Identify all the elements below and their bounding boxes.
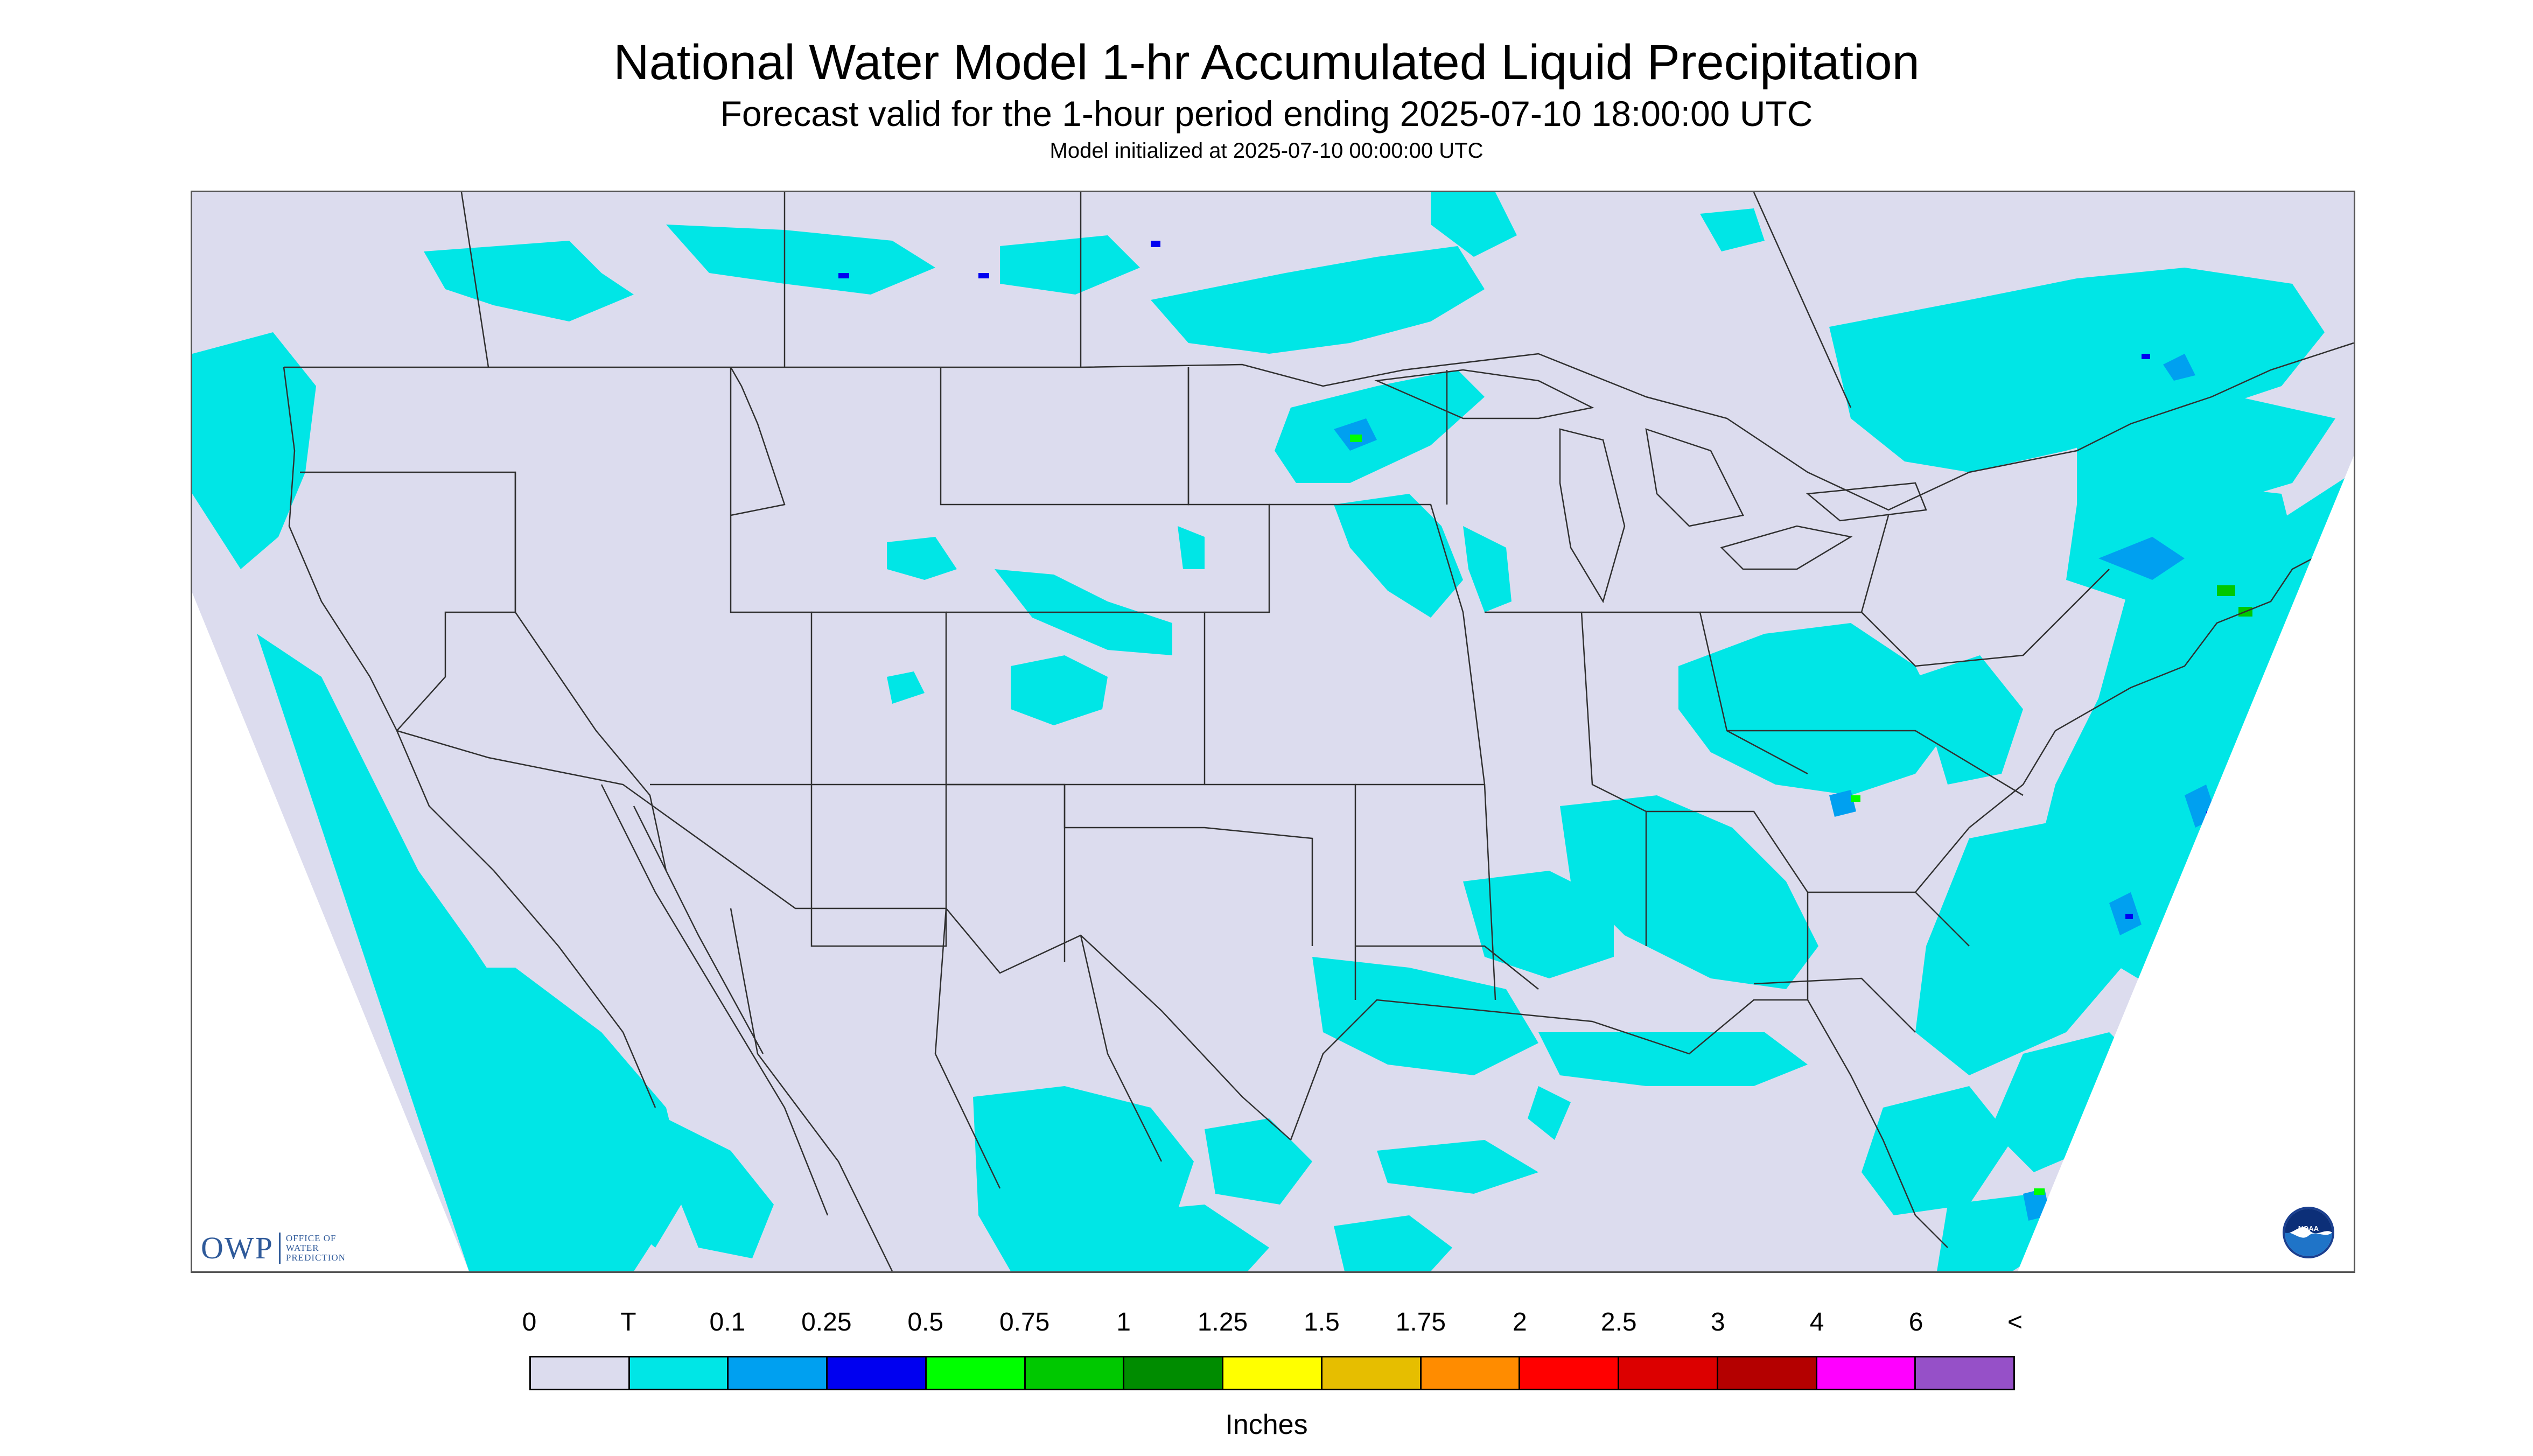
right-outside-mask: [2018, 456, 2354, 1271]
legend-swatch: [1916, 1357, 2014, 1389]
legend-label: 0.75: [999, 1308, 1050, 1336]
owp-logo-line: WATER: [285, 1243, 319, 1254]
legend-swatch: [828, 1357, 927, 1389]
legend-swatch: [729, 1357, 828, 1389]
legend-labels: 0 T 0.1 0.25 0.5 0.75 1 1.25 1.5 1.75 2 2.5 3 4 6 <: [0, 1310, 2533, 1342]
owp-logo-text: OFFICE OF WATER PREDICTION: [286, 1234, 346, 1263]
forecast-valid-subtitle: Forecast valid for the 1-hour period end…: [720, 94, 1813, 134]
legend-label: 6: [1908, 1308, 1923, 1336]
political-boundaries: [283, 192, 2354, 1271]
legend-swatch: [1520, 1357, 1620, 1389]
precipitation-map[interactable]: OWP OFFICE OF WATER PREDICTION NOAA: [191, 191, 2355, 1273]
legend-label: 1.75: [1395, 1308, 1446, 1336]
legend-colorbar: [529, 1356, 2015, 1390]
owp-logo: OWP OFFICE OF WATER PREDICTION: [201, 1233, 346, 1264]
legend-label: 1.25: [1197, 1308, 1248, 1336]
model-init-text: Model initialized at 2025-07-10 00:00:00…: [1049, 139, 1484, 163]
legend-label: T: [620, 1308, 636, 1336]
precip-trace-areas: [192, 192, 2354, 1271]
map-domain: [192, 192, 2354, 1271]
legend-swatch: [1817, 1357, 1916, 1389]
owp-logo-line: OFFICE OF: [285, 1233, 337, 1244]
legend-swatch: [1223, 1357, 1323, 1389]
legend-swatch: [926, 1357, 1026, 1389]
map-svg: [192, 192, 2354, 1271]
chart-title: National Water Model 1-hr Accumulated Li…: [613, 35, 1920, 90]
legend-label: <: [2007, 1308, 2023, 1336]
legend-swatch: [1718, 1357, 1817, 1389]
legend-label: 0.25: [801, 1308, 852, 1336]
owp-logo-mark: OWP: [201, 1230, 274, 1265]
noaa-logo: NOAA: [2283, 1207, 2334, 1258]
legend-label: 0.5: [907, 1308, 944, 1336]
legend-label: 4: [1809, 1308, 1824, 1336]
left-outside-mask: [192, 593, 469, 1271]
legend-swatch: [629, 1357, 729, 1389]
legend-label: 3: [1710, 1308, 1725, 1336]
legend-label: 0: [522, 1308, 537, 1336]
noaa-logo-text: NOAA: [2298, 1224, 2319, 1233]
owp-logo-divider: [278, 1233, 281, 1264]
legend-swatch: [1421, 1357, 1521, 1389]
legend-label: 1.5: [1304, 1308, 1340, 1336]
legend-label: 2: [1512, 1308, 1527, 1336]
legend-swatch: [1619, 1357, 1718, 1389]
legend-swatch: [531, 1357, 630, 1389]
legend-swatch: [1322, 1357, 1422, 1389]
legend-units: Inches: [1225, 1409, 1308, 1440]
legend-label: 0.1: [709, 1308, 746, 1336]
legend-swatch: [1124, 1357, 1224, 1389]
precip-heavy-cells: [838, 241, 2252, 1195]
owp-logo-line: PREDICTION: [285, 1252, 346, 1263]
legend-swatch: [1025, 1357, 1125, 1389]
legend-label: 1: [1116, 1308, 1131, 1336]
legend-label: 2.5: [1600, 1308, 1637, 1336]
